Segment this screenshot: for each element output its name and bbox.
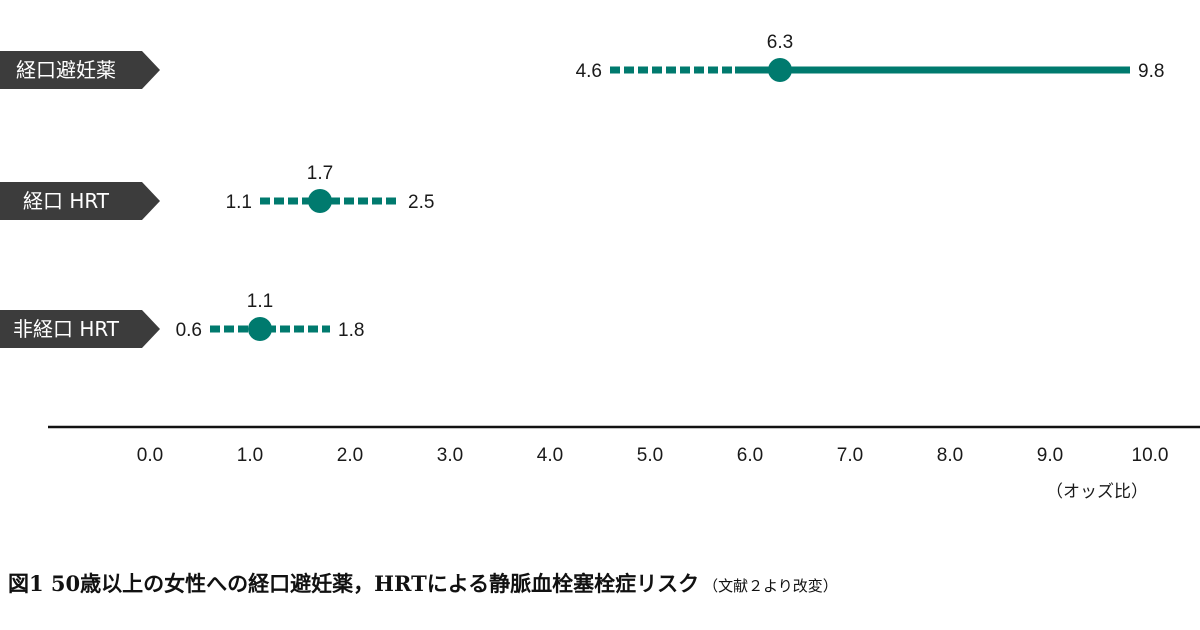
x-axis-label: （オッズ比） [1046, 482, 1148, 502]
point-estimate-marker [248, 317, 272, 341]
x-tick-label: 1.0 [237, 445, 263, 466]
forest-row: 非経口 HRT 1.1 0.6 1.8 [0, 291, 364, 348]
ci-low-label: 0.6 [176, 320, 202, 341]
x-tick-label: 10.0 [1132, 445, 1169, 466]
x-tick-label: 6.0 [737, 445, 763, 466]
ci-high-label: 9.8 [1138, 61, 1164, 82]
ci-high-label: 1.8 [338, 320, 364, 341]
x-tick-label: 0.0 [137, 445, 163, 466]
row-label: 経口避妊薬 [16, 58, 116, 82]
row-label-box [0, 182, 160, 220]
x-tick-label: 3.0 [437, 445, 463, 466]
x-tick-label: 8.0 [937, 445, 963, 466]
caption-title: 図1 50歳以上の女性への経口避妊薬，HRTによる静脈血栓塞栓症リスク [8, 571, 700, 596]
row-label-box [0, 310, 160, 348]
x-tick-label: 2.0 [337, 445, 363, 466]
point-estimate-marker [308, 189, 332, 213]
ci-low-label: 4.6 [576, 61, 602, 82]
x-tick-label: 7.0 [837, 445, 863, 466]
point-estimate-label: 1.1 [247, 291, 273, 312]
x-tick-label: 4.0 [537, 445, 563, 466]
point-estimate-label: 6.3 [767, 32, 793, 53]
point-estimate-marker [768, 58, 792, 82]
row-label: 非経口 HRT [13, 317, 120, 341]
forest-row: 経口 HRT 1.7 1.1 2.5 [0, 163, 434, 220]
ci-low-label: 1.1 [226, 192, 252, 213]
forest-row: 経口避妊薬 6.3 4.6 9.8 [0, 32, 1164, 89]
point-estimate-label: 1.7 [307, 163, 333, 184]
caption-source: （文献２より改変） [703, 577, 838, 595]
row-label: 経口 HRT [23, 189, 110, 213]
x-tick-label: 9.0 [1037, 445, 1063, 466]
row-label-box [0, 51, 160, 89]
x-tick-label: 5.0 [637, 445, 663, 466]
figure-caption: 図1 50歳以上の女性への経口避妊薬，HRTによる静脈血栓塞栓症リスク （文献２よ… [8, 568, 838, 598]
ci-high-label: 2.5 [408, 192, 434, 213]
